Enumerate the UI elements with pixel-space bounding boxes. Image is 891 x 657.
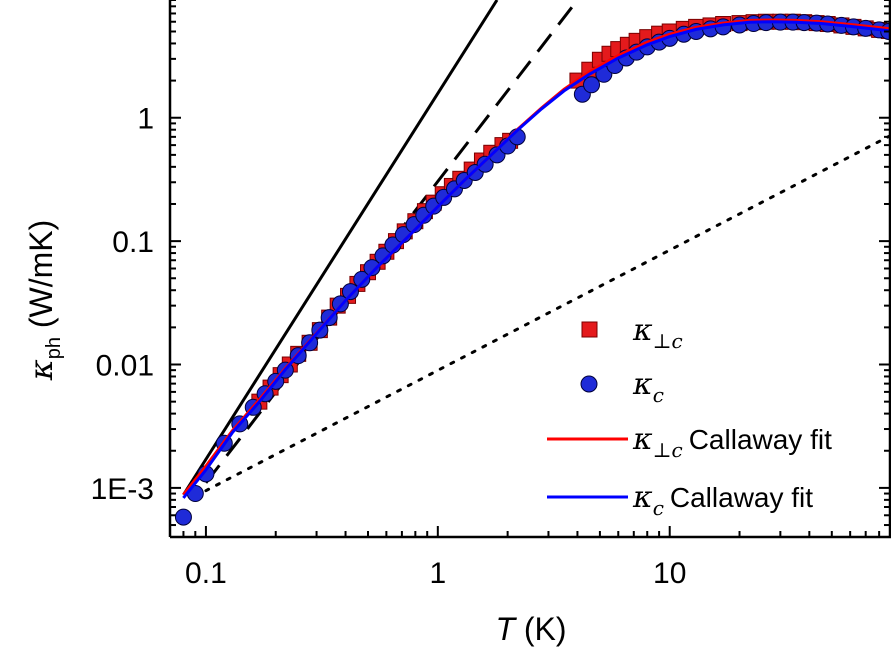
- x-tick-label: 0.1: [185, 557, 227, 590]
- legend-entry-label: κc: [632, 367, 664, 407]
- y-axis-unit: (W/mK): [23, 220, 59, 328]
- x-tick-label: 10: [653, 557, 686, 590]
- legend-entry-label: κc Callaway fit: [632, 480, 813, 520]
- data-point-circle: [583, 76, 601, 94]
- y-axis-variable: κ: [22, 359, 60, 381]
- legend-square-marker: [581, 321, 598, 338]
- legend: κ⊥c κc κ⊥c Callaway fit κc Callaway fit: [547, 313, 832, 520]
- axis-ticks: [169, 0, 891, 538]
- y-tick-label: 1E-3: [91, 473, 154, 506]
- data-point-circle: [476, 155, 494, 173]
- data-point-circle: [363, 259, 381, 277]
- y-tick-label: 1: [137, 103, 154, 136]
- legend-entry-label: κ⊥c Callaway fit: [632, 422, 832, 462]
- y-axis-subscript: ph: [43, 337, 65, 359]
- x-tick-label: 1: [429, 557, 446, 590]
- data-point-circle: [174, 508, 192, 526]
- legend-circle-marker: [580, 375, 598, 393]
- x-axis-variable: T: [495, 611, 517, 647]
- reference-line-solid: [182, 0, 499, 496]
- reference-lines: [182, 0, 891, 496]
- callaway-fit-lines: [182, 18, 891, 499]
- reference-line-dotted: [204, 133, 891, 493]
- plot-frame: [168, 0, 891, 539]
- legend-entry-label: κ⊥c: [632, 313, 683, 353]
- y-tick-label: 0.1: [112, 226, 154, 259]
- y-tick-label: 0.01: [96, 350, 154, 383]
- x-axis-unit: (K): [524, 611, 567, 647]
- data-point-circle: [353, 270, 371, 288]
- fit-line-c: [182, 20, 891, 499]
- tick-labels: 0.1 1 10 1E-3 0.01 0.1 1: [91, 103, 687, 590]
- x-axis-title: T (K): [495, 611, 566, 647]
- data-point-circle: [341, 283, 359, 301]
- data-point-circle: [374, 247, 392, 265]
- axis-titles: T (K) κph (W/mK): [22, 220, 567, 647]
- y-axis-title: κph (W/mK): [22, 220, 65, 382]
